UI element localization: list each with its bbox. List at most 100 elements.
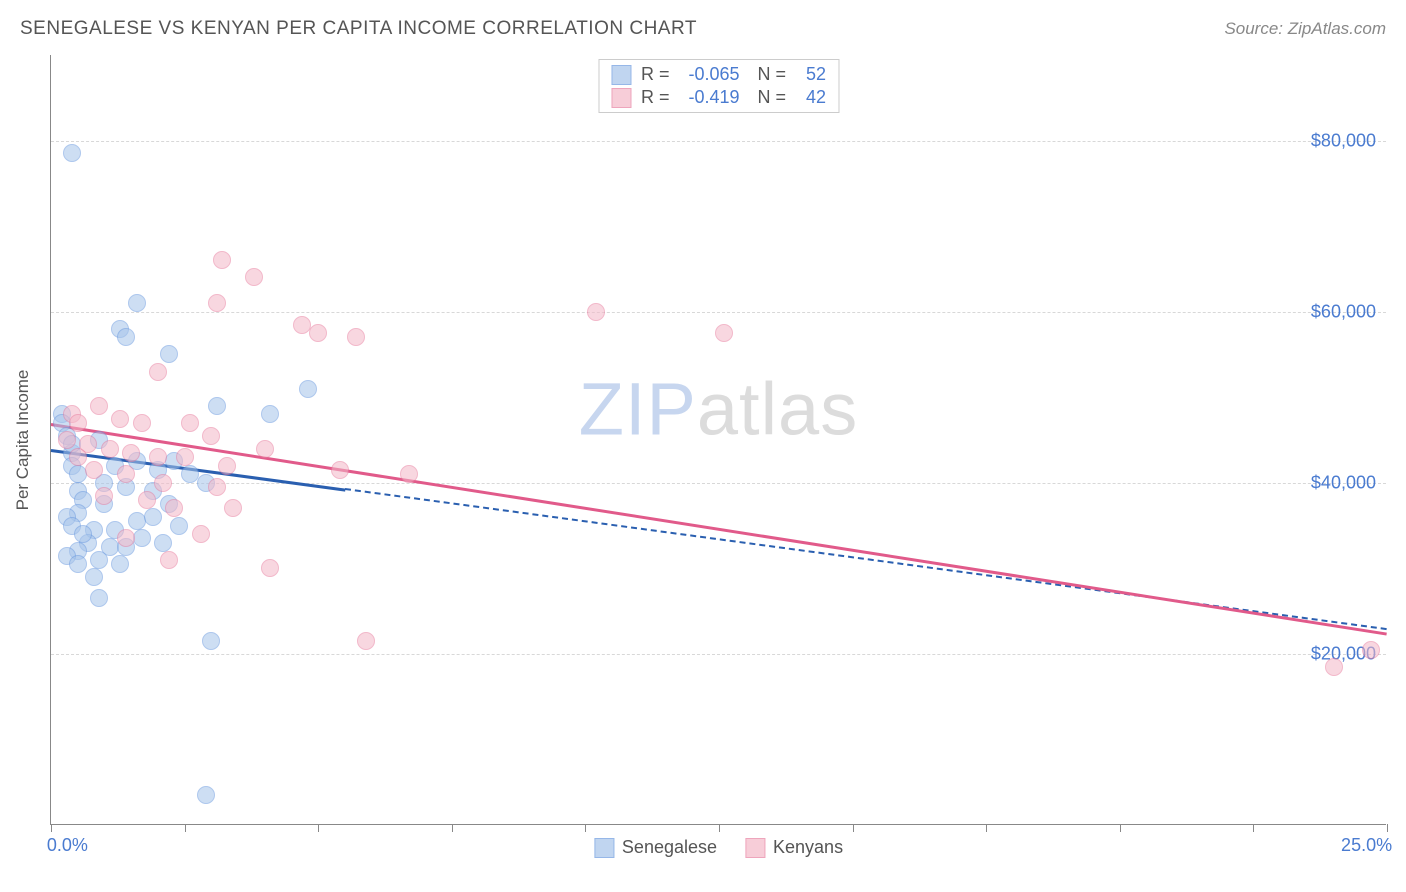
scatter-dot xyxy=(357,632,375,650)
scatter-dot xyxy=(1362,641,1380,659)
scatter-dot xyxy=(58,431,76,449)
scatter-dot xyxy=(111,410,129,428)
scatter-dot xyxy=(1325,658,1343,676)
scatter-dot xyxy=(117,328,135,346)
scatter-dot xyxy=(85,461,103,479)
scatter-dot xyxy=(213,251,231,269)
trend-line xyxy=(51,423,1387,635)
scatter-dot xyxy=(85,568,103,586)
scatter-dot xyxy=(309,324,327,342)
scatter-dot xyxy=(69,555,87,573)
legend-swatch xyxy=(611,65,631,85)
scatter-dot xyxy=(69,414,87,432)
x-tick xyxy=(51,824,52,832)
stat-n-value: 42 xyxy=(796,87,826,108)
stat-n-value: 52 xyxy=(796,64,826,85)
legend-swatch xyxy=(745,838,765,858)
scatter-dot xyxy=(202,632,220,650)
scatter-dot xyxy=(122,444,140,462)
scatter-dot xyxy=(261,559,279,577)
source-label: Source: ZipAtlas.com xyxy=(1224,19,1386,39)
x-tick-label: 25.0% xyxy=(1341,835,1392,856)
stat-n-label: N = xyxy=(758,64,787,85)
y-tick-label: $60,000 xyxy=(1311,301,1376,322)
scatter-dot xyxy=(224,499,242,517)
scatter-dot xyxy=(245,268,263,286)
scatter-dot xyxy=(138,491,156,509)
chart-title: SENEGALESE VS KENYAN PER CAPITA INCOME C… xyxy=(20,18,697,40)
scatter-dot xyxy=(160,551,178,569)
scatter-dot xyxy=(149,363,167,381)
scatter-dot xyxy=(170,517,188,535)
scatter-dot xyxy=(144,508,162,526)
x-tick xyxy=(1253,824,1254,832)
scatter-dot xyxy=(160,345,178,363)
watermark-part1: ZIP xyxy=(579,367,697,450)
scatter-dot xyxy=(63,144,81,162)
scatter-dot xyxy=(176,448,194,466)
x-tick-label: 0.0% xyxy=(47,835,88,856)
scatter-dot xyxy=(117,529,135,547)
x-tick xyxy=(185,824,186,832)
gridline xyxy=(51,654,1386,655)
scatter-dot xyxy=(111,555,129,573)
x-tick xyxy=(1387,824,1388,832)
y-tick-label: $80,000 xyxy=(1311,130,1376,151)
watermark-part2: atlas xyxy=(697,367,858,450)
scatter-dot xyxy=(218,457,236,475)
scatter-dot xyxy=(192,525,210,543)
x-tick xyxy=(452,824,453,832)
stats-row: R = -0.065 N = 52 xyxy=(611,64,826,85)
gridline xyxy=(51,483,1386,484)
scatter-dot xyxy=(133,529,151,547)
y-tick-label: $40,000 xyxy=(1311,472,1376,493)
x-tick xyxy=(585,824,586,832)
x-tick xyxy=(719,824,720,832)
scatter-dot xyxy=(154,534,172,552)
scatter-dot xyxy=(587,303,605,321)
scatter-dot xyxy=(208,397,226,415)
scatter-dot xyxy=(715,324,733,342)
correlation-stats-box: R = -0.065 N = 52 R = -0.419 N = 42 xyxy=(598,59,839,113)
scatter-dot xyxy=(347,328,365,346)
gridline xyxy=(51,141,1386,142)
legend-swatch xyxy=(594,838,614,858)
scatter-dot xyxy=(101,440,119,458)
legend-label: Kenyans xyxy=(773,837,843,858)
scatter-dot xyxy=(90,589,108,607)
y-axis-label: Per Capita Income xyxy=(13,369,33,510)
scatter-dot xyxy=(165,499,183,517)
x-tick xyxy=(1120,824,1121,832)
scatter-dot xyxy=(400,465,418,483)
legend-label: Senegalese xyxy=(622,837,717,858)
x-tick xyxy=(318,824,319,832)
scatter-dot xyxy=(202,427,220,445)
chart-plot-area: Per Capita Income ZIPatlas R =-0.065N =5… xyxy=(50,55,1386,825)
legend-swatch xyxy=(611,88,631,108)
scatter-dot xyxy=(117,465,135,483)
scatter-dot xyxy=(154,474,172,492)
scatter-dot xyxy=(208,294,226,312)
stats-row: R = -0.419 N = 42 xyxy=(611,87,826,108)
stat-r-label: R = xyxy=(641,87,670,108)
scatter-dot xyxy=(133,414,151,432)
gridline xyxy=(51,312,1386,313)
scatter-dot xyxy=(256,440,274,458)
scatter-dot xyxy=(69,448,87,466)
watermark: ZIPatlas xyxy=(579,366,858,451)
stat-r-value: -0.065 xyxy=(680,64,740,85)
stat-r-label: R = xyxy=(641,64,670,85)
scatter-dot xyxy=(90,397,108,415)
scatter-dot xyxy=(208,478,226,496)
stat-r-value: -0.419 xyxy=(680,87,740,108)
scatter-dot xyxy=(331,461,349,479)
scatter-dot xyxy=(197,786,215,804)
legend-item: Kenyans xyxy=(745,837,843,858)
stat-n-label: N = xyxy=(758,87,787,108)
scatter-dot xyxy=(299,380,317,398)
scatter-dot xyxy=(128,294,146,312)
scatter-dot xyxy=(90,551,108,569)
x-tick xyxy=(853,824,854,832)
legend-item: Senegalese xyxy=(594,837,717,858)
scatter-dot xyxy=(181,414,199,432)
